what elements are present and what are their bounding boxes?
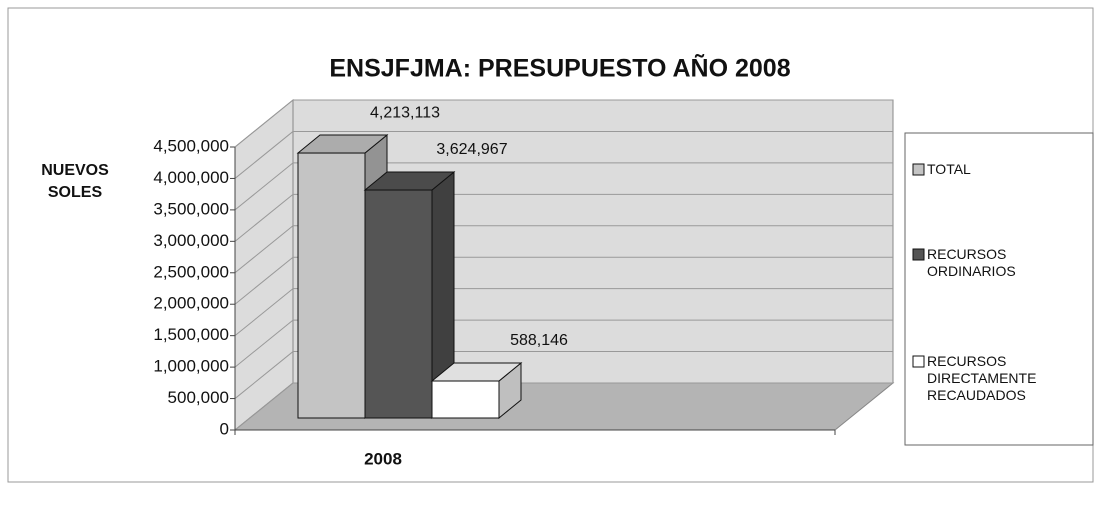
- y-tick-label: 2,000,000: [153, 294, 229, 313]
- legend-swatch: [912, 355, 925, 368]
- bar: [363, 170, 456, 420]
- bar-front: [431, 380, 500, 419]
- y-tick-label: 1,000,000: [153, 357, 229, 376]
- bar: [430, 361, 523, 420]
- grid-line: [234, 99, 294, 148]
- grid-line: [234, 288, 294, 337]
- chart-title: ENSJFJMA: PRESUPUESTO AÑO 2008: [329, 53, 790, 83]
- bar-top: [430, 362, 523, 382]
- bar-front: [364, 189, 433, 419]
- grid-line: [234, 193, 294, 242]
- side-wall: [234, 98, 294, 432]
- bar-top: [363, 171, 456, 191]
- grid-line: [234, 256, 294, 305]
- y-tick-label: 1,500,000: [153, 325, 229, 344]
- grid-line: [234, 319, 294, 368]
- data-label: 588,146: [510, 332, 568, 349]
- legend-box: [904, 132, 1094, 446]
- y-tick-label: 4,000,000: [153, 168, 229, 187]
- y-tick-label: 2,500,000: [153, 262, 229, 281]
- bar-front: [297, 152, 366, 419]
- legend-swatch: [912, 248, 925, 261]
- y-axis-label: NUEVOS SOLES: [41, 162, 109, 201]
- x-tick-label: 2008: [364, 449, 402, 468]
- y-tick-label: 3,500,000: [153, 199, 229, 218]
- bar-top: [296, 134, 389, 154]
- grid-line: [234, 162, 294, 211]
- grid-line: [234, 131, 294, 179]
- data-label: 4,213,113: [370, 104, 440, 121]
- grid-line: [234, 351, 294, 399]
- y-tick-label: 3,000,000: [153, 231, 229, 250]
- data-label: 3,624,967: [436, 141, 507, 158]
- grid-line: [234, 225, 294, 274]
- y-tick-label: 0: [220, 419, 229, 438]
- y-tick-label: 500,000: [168, 388, 229, 407]
- legend-swatch: [912, 163, 925, 176]
- legend-label: TOTAL: [927, 161, 971, 177]
- legend-label: RECURSOS DIRECTAMENTE RECAUDADOS: [927, 353, 1037, 403]
- legend-label: RECURSOS ORDINARIOS: [927, 246, 1016, 279]
- y-tick-label: 4,500,000: [153, 136, 229, 155]
- grid-line: [234, 382, 294, 431]
